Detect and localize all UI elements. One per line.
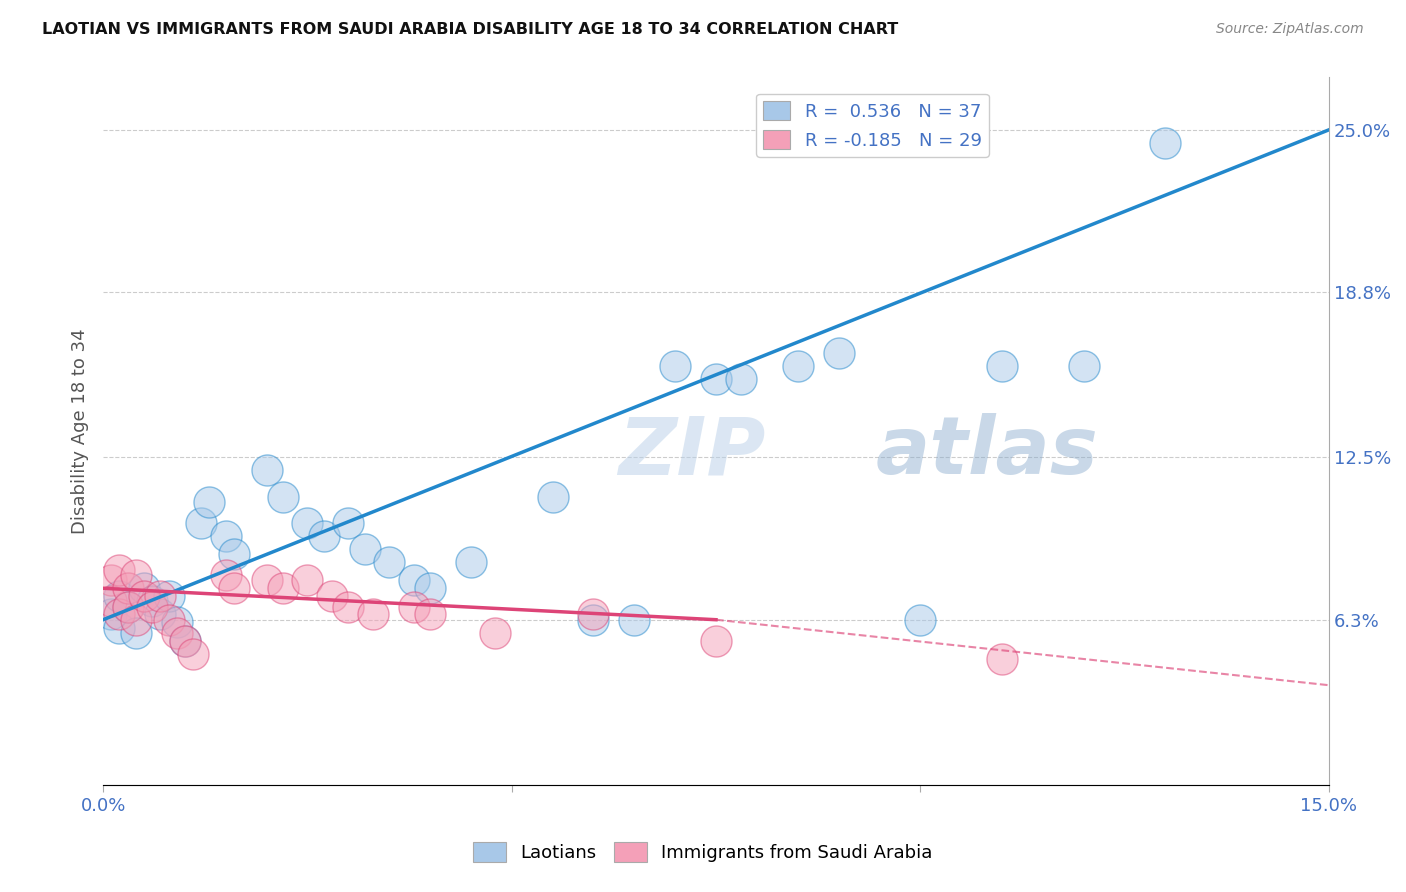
Point <box>100 574 122 588</box>
Point <box>166 625 188 640</box>
Point <box>117 599 139 614</box>
Text: LAOTIAN VS IMMIGRANTS FROM SAUDI ARABIA DISABILITY AGE 18 TO 34 CORRELATION CHAR: LAOTIAN VS IMMIGRANTS FROM SAUDI ARABIA … <box>42 22 898 37</box>
Point <box>321 589 343 603</box>
Point <box>256 574 278 588</box>
Point <box>353 541 375 556</box>
Point <box>910 613 932 627</box>
Point <box>125 625 148 640</box>
Point <box>991 652 1014 666</box>
Point <box>402 574 425 588</box>
Point <box>664 359 686 373</box>
Text: Source: ZipAtlas.com: Source: ZipAtlas.com <box>1216 22 1364 37</box>
Point <box>786 359 808 373</box>
Point <box>215 568 238 582</box>
Point <box>108 607 131 622</box>
Point <box>991 359 1014 373</box>
Point <box>460 555 482 569</box>
Point <box>157 613 180 627</box>
Point <box>297 574 319 588</box>
Point <box>271 582 294 596</box>
Point <box>100 594 122 608</box>
Point <box>166 615 188 630</box>
Point <box>704 372 727 386</box>
Point <box>108 563 131 577</box>
Point <box>484 625 506 640</box>
Point <box>125 613 148 627</box>
Point <box>215 529 238 543</box>
Point <box>222 547 245 561</box>
Point <box>181 647 204 661</box>
Legend: R =  0.536   N = 37, R = -0.185   N = 29: R = 0.536 N = 37, R = -0.185 N = 29 <box>756 94 988 157</box>
Point <box>582 607 605 622</box>
Point <box>149 607 172 622</box>
Point <box>132 582 155 596</box>
Point <box>108 621 131 635</box>
Legend: Laotians, Immigrants from Saudi Arabia: Laotians, Immigrants from Saudi Arabia <box>465 835 941 870</box>
Point <box>623 613 645 627</box>
Point <box>141 599 163 614</box>
Point <box>132 589 155 603</box>
Point <box>149 589 172 603</box>
Point <box>256 463 278 477</box>
Point <box>173 633 195 648</box>
Point <box>297 516 319 530</box>
Point <box>1073 359 1095 373</box>
Y-axis label: Disability Age 18 to 34: Disability Age 18 to 34 <box>72 328 89 534</box>
Point <box>108 589 131 603</box>
Text: atlas: atlas <box>876 413 1098 491</box>
Point <box>312 529 335 543</box>
Point <box>337 599 360 614</box>
Point <box>190 516 212 530</box>
Point <box>141 594 163 608</box>
Point <box>704 633 727 648</box>
Point <box>361 607 384 622</box>
Point <box>582 613 605 627</box>
Point <box>378 555 401 569</box>
Point <box>730 372 752 386</box>
Point <box>117 599 139 614</box>
Point <box>117 582 139 596</box>
Point <box>827 345 849 359</box>
Point <box>1154 136 1177 150</box>
Point <box>337 516 360 530</box>
Point <box>419 582 441 596</box>
Point <box>402 599 425 614</box>
Point <box>157 589 180 603</box>
Point <box>419 607 441 622</box>
Text: ZIP: ZIP <box>619 413 765 491</box>
Point <box>222 582 245 596</box>
Point <box>125 568 148 582</box>
Point <box>271 490 294 504</box>
Point <box>100 607 122 622</box>
Point <box>198 495 221 509</box>
Point <box>541 490 564 504</box>
Point <box>173 633 195 648</box>
